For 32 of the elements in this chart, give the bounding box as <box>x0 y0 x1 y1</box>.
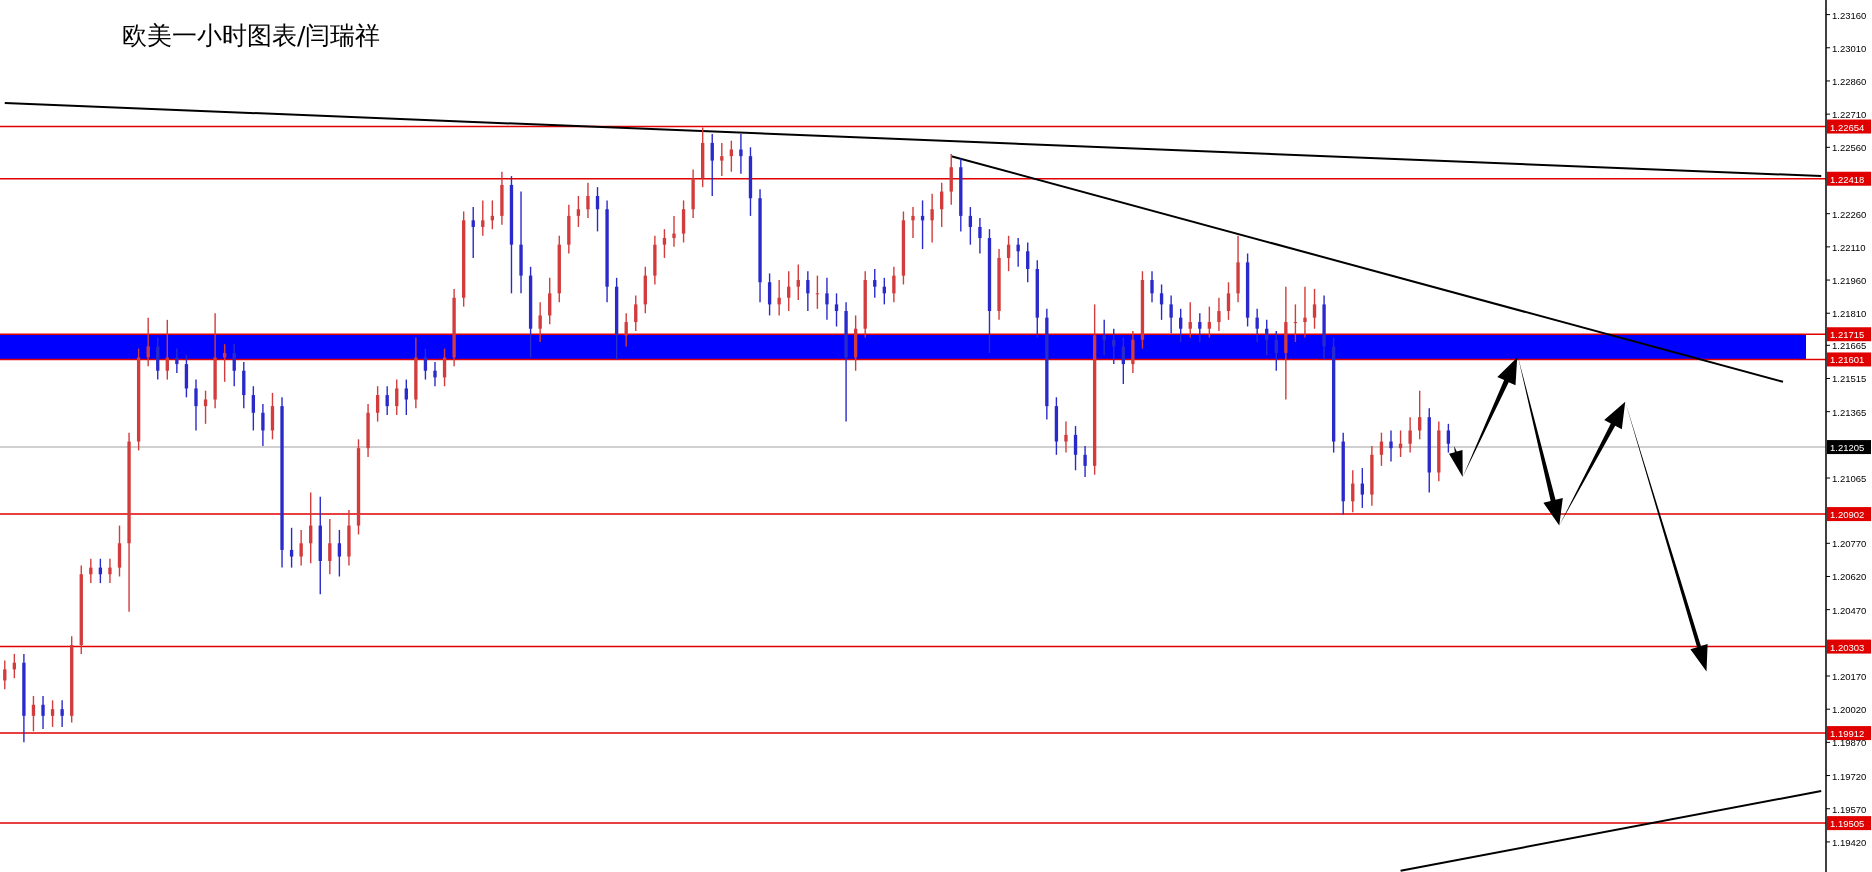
y-tick-label: 1.21960 <box>1832 275 1867 287</box>
y-tick-label: 1.21365 <box>1832 406 1867 418</box>
text: 欧美一小时图表/闫瑞祥 <box>122 21 381 50</box>
y-tick-label: 1.22110 <box>1832 241 1866 253</box>
y-tick-label: 1.19570 <box>1832 803 1867 815</box>
y-tick-label: 1.20170 <box>1832 671 1867 683</box>
ref-line-label: 1.21601 <box>1830 354 1865 366</box>
y-tick-label: 1.22260 <box>1832 208 1867 220</box>
y-tick-label: 1.23160 <box>1832 9 1867 21</box>
y-tick-label: 1.23010 <box>1832 42 1867 54</box>
y-tick-label: 1.22560 <box>1832 142 1867 154</box>
y-tick-label: 1.22860 <box>1832 75 1867 87</box>
ref-line-label: 1.21715 <box>1830 329 1865 341</box>
y-tick-label: 1.20770 <box>1832 538 1867 550</box>
ref-line-label: 1.22418 <box>1830 173 1865 185</box>
ref-line-label: 1.19912 <box>1830 728 1865 740</box>
ref-line-label: 1.21205 <box>1830 442 1865 454</box>
y-tick-label: 1.21810 <box>1832 308 1867 320</box>
y-tick-label: 1.19870 <box>1832 737 1867 749</box>
y-tick-label: 1.22710 <box>1832 109 1867 121</box>
y-tick-label: 1.21515 <box>1832 373 1867 385</box>
y-tick-label: 1.21665 <box>1832 340 1867 352</box>
y-tick-label: 1.20470 <box>1832 604 1867 616</box>
y-tick-label: 1.19720 <box>1832 770 1867 782</box>
ref-line-label: 1.19505 <box>1830 818 1865 830</box>
y-tick-label: 1.20020 <box>1832 704 1867 716</box>
ref-line-label: 1.22654 <box>1830 121 1865 133</box>
ref-line-label: 1.20902 <box>1830 509 1865 521</box>
ref-line-label: 1.20303 <box>1830 641 1865 653</box>
y-tick-label: 1.19420 <box>1832 836 1867 848</box>
y-tick-label: 1.21065 <box>1832 473 1867 485</box>
y-tick-label: 1.20620 <box>1832 571 1867 583</box>
